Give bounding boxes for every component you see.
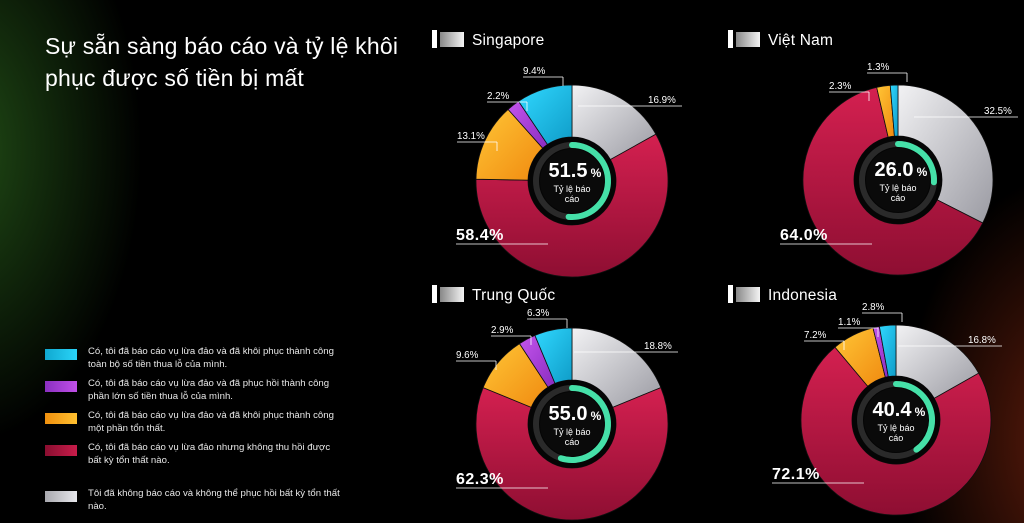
- panel-marker: [432, 30, 437, 48]
- legend-swatch-majority-recovery: [45, 381, 77, 392]
- legend-swatch-not-reported: [45, 491, 77, 502]
- data-label-not-reported: 16.9%: [648, 95, 676, 106]
- chart-title: Trung Quốc: [472, 287, 555, 304]
- center-disc: [540, 149, 604, 213]
- data-label-majority-recovery: 2.2%: [487, 91, 510, 102]
- reporting-rate-label: Tỷ lệ báo: [879, 183, 916, 193]
- reporting-rate-label: cáo: [565, 437, 580, 447]
- flag-icon: [736, 287, 760, 302]
- chart-title: Indonesia: [768, 287, 837, 304]
- page-title: Sự sẵn sàng báo cáo và tỷ lệ khôi phục đ…: [45, 33, 399, 91]
- data-label-partial-recovery: 13.1%: [457, 131, 485, 142]
- reporting-rate-label: Tỷ lệ báo: [553, 427, 590, 437]
- reporting-rate-label: Tỷ lệ báo: [877, 423, 914, 433]
- flag-icon: [440, 287, 464, 302]
- reporting-rate-arc: [895, 141, 937, 186]
- reporting-rate-value: 55.0: [549, 403, 588, 425]
- center-disc: [866, 148, 930, 212]
- panel-marker: [728, 30, 733, 48]
- reporting-rate-label: cáo: [565, 194, 580, 204]
- reporting-rate-label: cáo: [891, 193, 906, 203]
- data-label-no-recovery: 62.3%: [456, 471, 504, 488]
- data-label-not-reported: 32.5%: [984, 106, 1012, 117]
- reporting-rate-arc: [565, 142, 611, 220]
- reporting-rate-value: 51.5: [549, 160, 588, 182]
- reporting-rate-unit: %: [915, 405, 926, 419]
- reporting-rate-label: Tỷ lệ báo: [553, 184, 590, 194]
- data-label-majority-recovery: 1.1%: [838, 317, 861, 328]
- legend-swatch-full-recovery: [45, 349, 77, 360]
- legend-swatch-partial-recovery: [45, 413, 77, 424]
- reporting-rate-label: cáo: [889, 433, 904, 443]
- data-label-no-recovery: 72.1%: [772, 466, 820, 483]
- center-disc: [540, 392, 604, 456]
- center-disc: [864, 388, 928, 452]
- panel-marker: [432, 285, 437, 303]
- legend-label: Có, tôi đã báo cáo vụ lừa đảo và đã khôi…: [88, 410, 334, 434]
- reporting-rate-unit: %: [591, 166, 602, 180]
- data-label-full-recovery: 2.8%: [862, 302, 885, 313]
- data-label-not-reported: 18.8%: [644, 341, 672, 352]
- reporting-rate-value: 40.4: [873, 399, 913, 421]
- reporting-rate-unit: %: [917, 165, 928, 179]
- reporting-rate-arc: [557, 385, 611, 463]
- chart-title: Singapore: [472, 32, 544, 49]
- data-label-no-recovery: 64.0%: [780, 227, 828, 244]
- flag-icon: [440, 32, 464, 47]
- reporting-rate-unit: %: [591, 409, 602, 423]
- data-label-majority-recovery: 2.9%: [491, 325, 514, 336]
- flag-icon: [736, 32, 760, 47]
- data-label-full-recovery: 1.3%: [867, 62, 890, 73]
- reporting-rate-arc: [893, 381, 935, 453]
- legend-label: Có, tôi đã báo cáo vụ lừa đảo và đã khôi…: [88, 346, 334, 370]
- data-label-full-recovery: 6.3%: [527, 308, 550, 319]
- legend-label: Có, tôi đã báo cáo vụ lừa đảo nhưng khôn…: [88, 442, 331, 466]
- data-label-no-recovery: 58.4%: [456, 227, 504, 244]
- slice-full-recovery: [517, 84, 573, 146]
- legend-label: Có, tôi đã báo cáo vụ lừa đảo và đã phục…: [88, 378, 330, 402]
- data-label-full-recovery: 9.4%: [523, 66, 546, 77]
- data-label-not-reported: 16.8%: [968, 335, 996, 346]
- legend-swatch-no-recovery: [45, 445, 77, 456]
- data-label-partial-recovery: 7.2%: [804, 330, 827, 341]
- panel-marker: [728, 285, 733, 303]
- legend-label: Tôi đã không báo cáo và không thể phục h…: [88, 488, 340, 512]
- data-label-partial-recovery: 9.6%: [456, 350, 479, 361]
- data-label-partial-recovery: 2.3%: [829, 81, 852, 92]
- reporting-rate-value: 26.0: [875, 159, 914, 181]
- chart-title: Việt Nam: [768, 32, 833, 49]
